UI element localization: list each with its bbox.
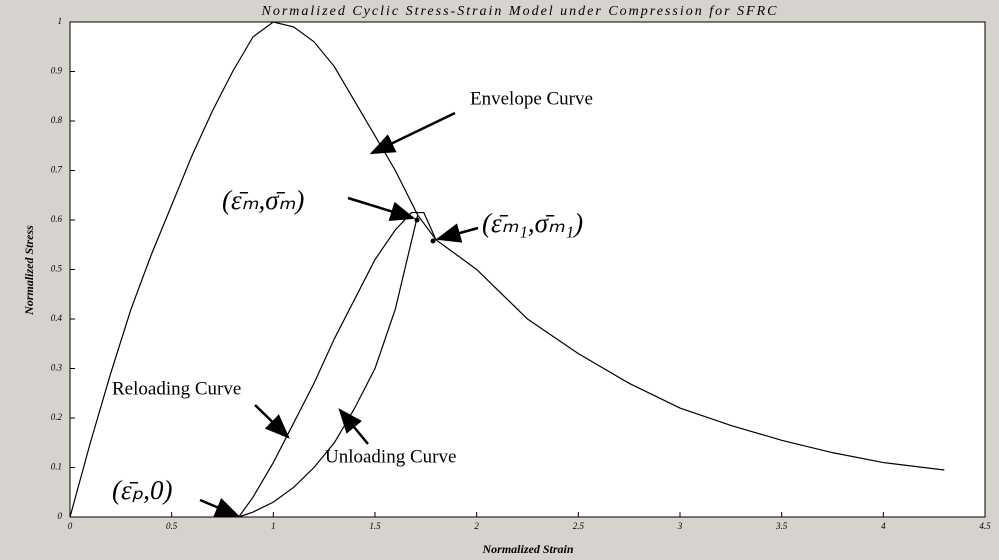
x-tick-label: 2.5 xyxy=(573,521,585,531)
plot-area xyxy=(69,21,986,518)
annotation: Envelope Curve xyxy=(470,88,593,109)
x-axis-label: Normalized Strain xyxy=(481,542,573,556)
y-tick-label: 0 xyxy=(58,511,63,521)
x-tick-label: 0.5 xyxy=(166,521,178,531)
x-tick-label: 1 xyxy=(271,521,276,531)
y-tick-label: 0.1 xyxy=(51,462,62,472)
y-tick-label: 0.7 xyxy=(51,165,63,175)
annotation: Reloading Curve xyxy=(112,378,241,399)
annotation-arrow xyxy=(199,498,241,518)
x-tick-label: 4.5 xyxy=(979,521,991,531)
y-tick-label: 0.4 xyxy=(51,313,63,323)
y-axis-label: Normalized Stress xyxy=(22,225,36,316)
annotation-point xyxy=(430,238,436,244)
annotation-arrow xyxy=(338,408,369,445)
annotation-arrow xyxy=(347,196,416,221)
y-tick-label: 0.6 xyxy=(51,214,63,224)
x-tick-label: 1.5 xyxy=(369,521,381,531)
annotation: (ε̄ₘ₁,σ̄ₘ₁) xyxy=(482,208,583,238)
x-tick-label: 2 xyxy=(474,521,479,531)
chart-title: Normalized Cyclic Stress-Strain Model un… xyxy=(261,4,779,19)
x-tick-label: 3 xyxy=(677,521,683,531)
annotation-arrow xyxy=(435,223,479,243)
annotation-point xyxy=(414,217,420,223)
y-tick-label: 0.5 xyxy=(51,264,63,274)
annotation-arrow xyxy=(254,404,290,439)
y-tick-label: 0.9 xyxy=(51,66,63,76)
y-tick-label: 0.3 xyxy=(51,363,63,373)
curve xyxy=(69,21,945,518)
curve xyxy=(238,214,419,518)
annotation-arrow xyxy=(369,111,456,155)
x-tick-label: 3.5 xyxy=(775,521,788,531)
y-tick-label: 0.2 xyxy=(51,412,63,422)
x-tick-label: 0 xyxy=(68,521,73,531)
y-tick-label: 0.8 xyxy=(51,115,63,125)
annotation: (ε̄ₘ,σ̄ₘ) xyxy=(222,185,304,215)
annotation: (ε̄ₚ,0) xyxy=(112,475,172,505)
x-tick-label: 4 xyxy=(881,521,886,531)
annotation: Unloading Curve xyxy=(325,446,456,467)
y-tick-label: 1 xyxy=(58,16,63,26)
